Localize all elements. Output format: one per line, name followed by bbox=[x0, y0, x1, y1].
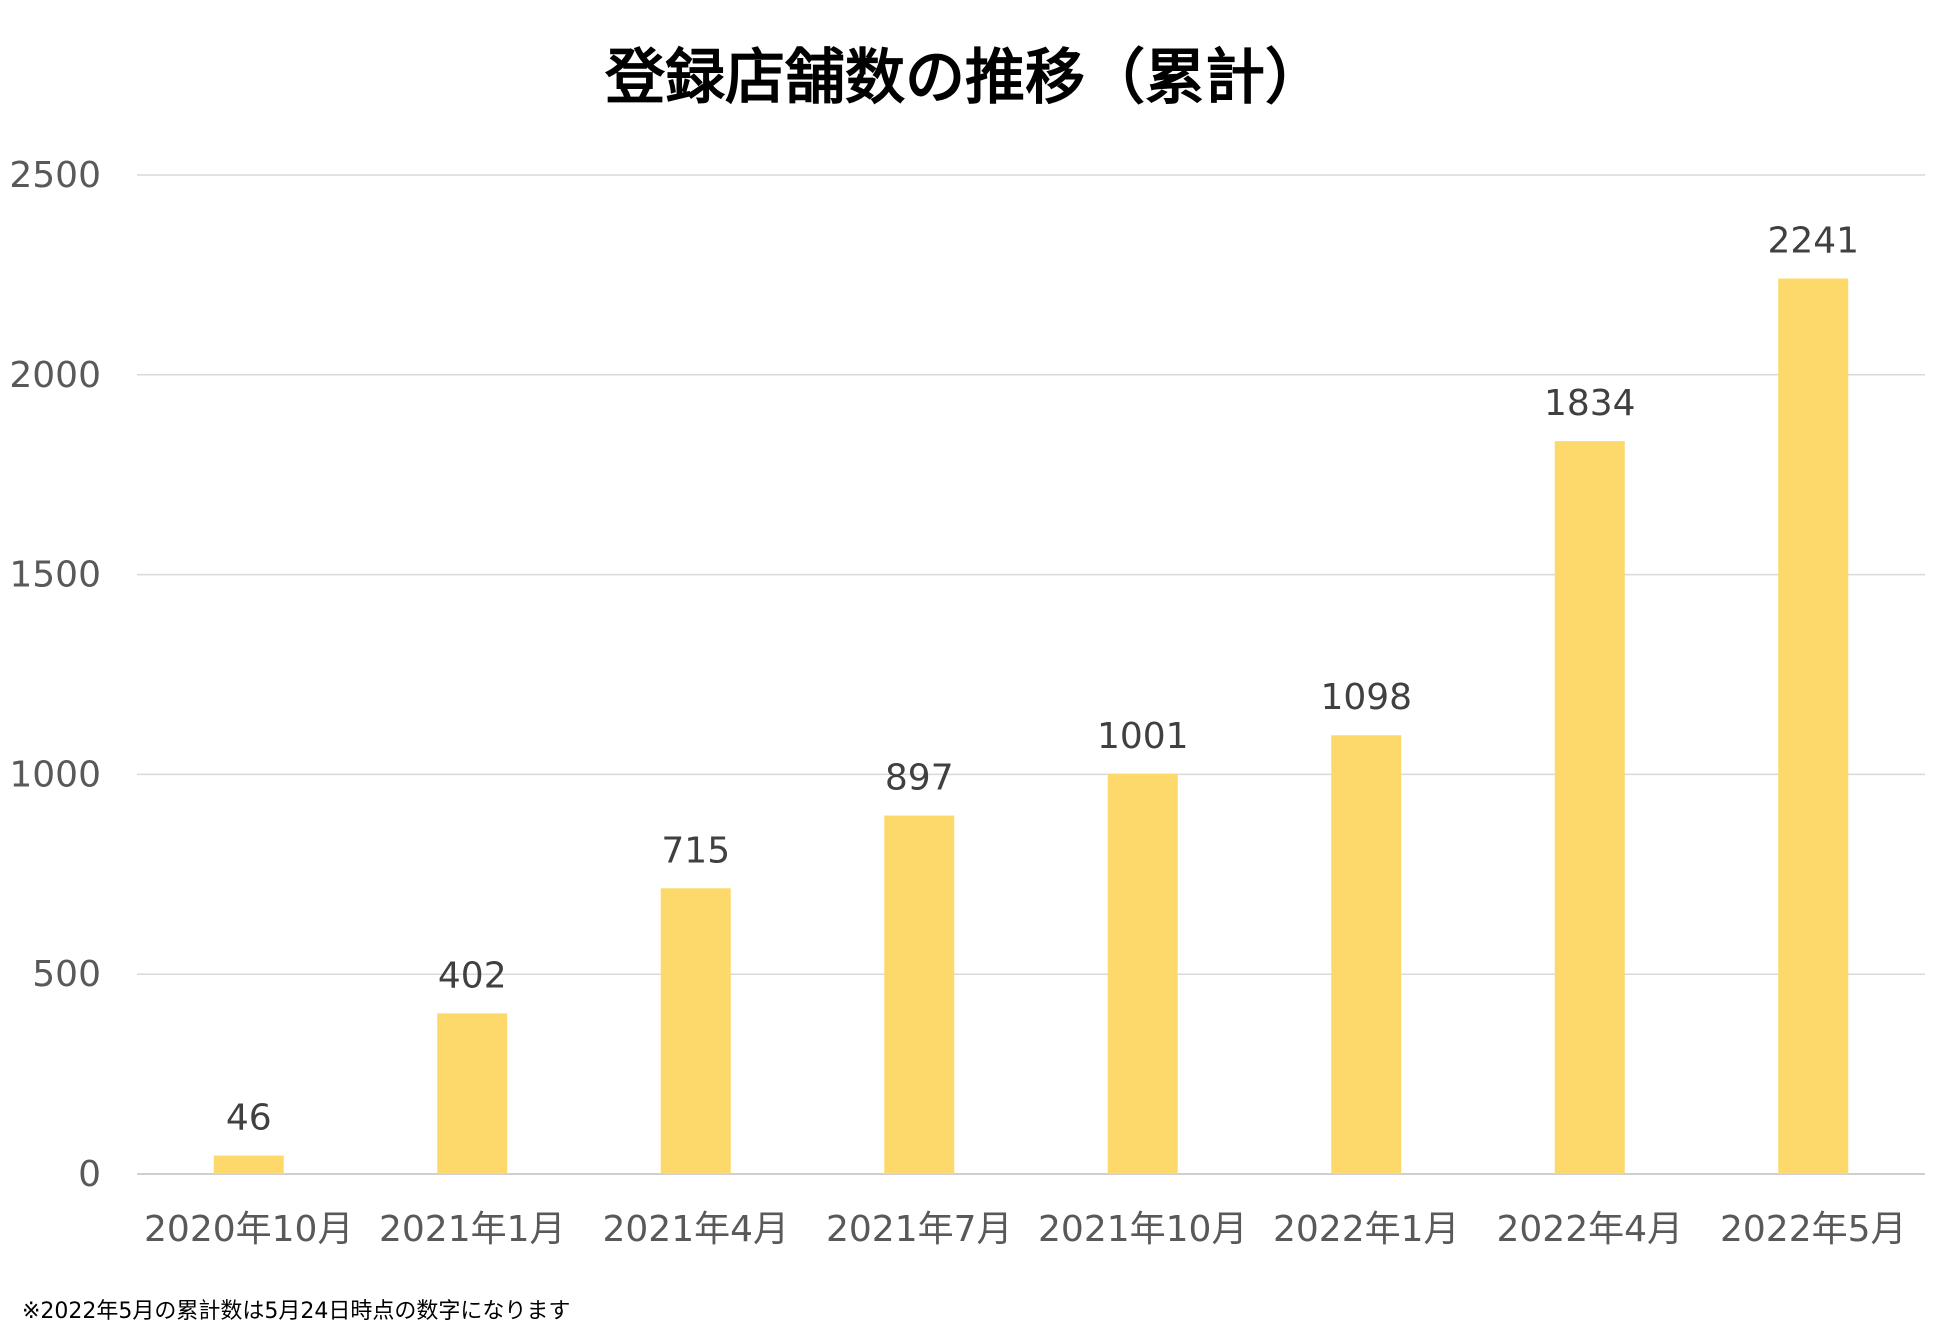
x-tick-label: 2021年10月 bbox=[1038, 1209, 1247, 1250]
y-tick-label: 1500 bbox=[9, 555, 101, 596]
bar-2021年1月 bbox=[437, 1013, 508, 1174]
x-tick-label: 2021年1月 bbox=[379, 1209, 566, 1250]
footnote: ※2022年5月の累計数は5月24日時点の数字になります bbox=[22, 1299, 570, 1324]
x-tick-label: 2020年10月 bbox=[144, 1209, 353, 1250]
data-label: 1001 bbox=[1097, 716, 1189, 757]
bars bbox=[213, 278, 1849, 1174]
bar-2020年10月 bbox=[213, 1155, 284, 1174]
y-axis-ticks: 0 500 1000 1500 2000 2500 bbox=[9, 155, 101, 1195]
y-tick-label: 1000 bbox=[9, 754, 101, 795]
bar-2022年5月 bbox=[1778, 278, 1849, 1174]
bar-2021年7月 bbox=[884, 815, 955, 1174]
data-label: 2241 bbox=[1767, 220, 1859, 261]
x-tick-label: 2021年4月 bbox=[602, 1209, 789, 1250]
x-tick-label: 2022年4月 bbox=[1496, 1209, 1683, 1250]
data-label: 1098 bbox=[1320, 677, 1412, 718]
y-tick-label: 500 bbox=[32, 954, 101, 995]
bar-2021年4月 bbox=[660, 888, 731, 1174]
data-label: 897 bbox=[885, 758, 954, 799]
data-label: 1834 bbox=[1544, 383, 1636, 424]
y-tick-label: 2500 bbox=[9, 155, 101, 196]
x-tick-label: 2022年1月 bbox=[1273, 1209, 1460, 1250]
bar-2022年4月 bbox=[1554, 441, 1625, 1174]
x-axis-ticks: 2020年10月 2021年1月 2021年4月 2021年7月 2021年10月 202… bbox=[144, 1209, 1906, 1250]
x-tick-label: 2021年7月 bbox=[826, 1209, 1013, 1250]
y-tick-label: 2000 bbox=[9, 355, 101, 396]
data-label: 46 bbox=[226, 1098, 272, 1139]
data-label: 402 bbox=[438, 955, 507, 996]
bar-2022年1月 bbox=[1331, 735, 1402, 1174]
gridlines bbox=[137, 174, 1925, 1175]
chart-title: 登録店舗数の推移（累計） bbox=[604, 43, 1325, 113]
x-tick-label: 2022年5月 bbox=[1720, 1209, 1907, 1250]
bar-2021年10月 bbox=[1107, 774, 1178, 1174]
data-label: 715 bbox=[661, 830, 730, 871]
data-labels: 46 402 715 897 1001 1098 1834 2241 bbox=[226, 220, 1859, 1138]
y-tick-label: 0 bbox=[78, 1154, 101, 1195]
